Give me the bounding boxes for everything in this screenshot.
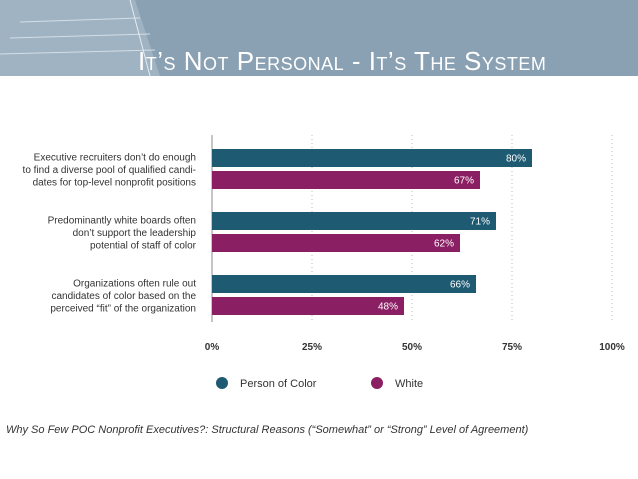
bar xyxy=(212,212,496,230)
data-label: 71% xyxy=(470,217,490,228)
bar xyxy=(212,149,532,167)
chart-caption: Why So Few POC Nonprofit Executives?: St… xyxy=(6,424,529,436)
x-tick-label: 75% xyxy=(502,342,522,353)
bar xyxy=(212,234,460,252)
header-stripe xyxy=(0,49,156,55)
data-label: 48% xyxy=(378,302,398,313)
category-label: potential of staff of color xyxy=(90,241,197,252)
legend-swatch xyxy=(216,377,228,389)
bar xyxy=(212,297,404,315)
category-label: candidates of color based on the xyxy=(51,291,196,302)
category-label: Organizations often rule out xyxy=(73,279,196,290)
x-tick-label: 100% xyxy=(599,342,625,353)
legend-label: White xyxy=(395,378,423,390)
page-title: It’s Not Personal - It’s The System xyxy=(138,46,547,76)
header-decoration xyxy=(0,0,160,76)
x-tick-label: 0% xyxy=(205,342,220,353)
legend-swatch xyxy=(371,377,383,389)
header-band: It’s Not Personal - It’s The System xyxy=(0,0,638,76)
header-stripe xyxy=(129,0,151,76)
bar xyxy=(212,171,480,189)
data-label: 66% xyxy=(450,280,470,291)
category-label: to find a diverse pool of qualified cand… xyxy=(23,165,196,176)
data-label: 67% xyxy=(454,176,474,187)
category-label: don’t support the leadership xyxy=(73,228,197,239)
data-label: 62% xyxy=(434,239,454,250)
legend-label: Person of Color xyxy=(240,378,317,390)
x-tick-label: 50% xyxy=(402,342,422,353)
category-label: perceived “fit” of the organization xyxy=(50,304,196,315)
header-stripe xyxy=(19,17,141,23)
x-tick-label: 25% xyxy=(302,342,322,353)
category-label: Executive recruiters don’t do enough xyxy=(34,153,196,164)
header-stripe xyxy=(9,33,151,39)
bar xyxy=(212,275,476,293)
bar-chart: 0% 25% 50% 75% 100% Executive recruiters don’… xyxy=(23,135,625,390)
category-label: Predominantly white boards often xyxy=(48,216,196,227)
data-label: 80% xyxy=(506,154,526,165)
category-label: dates for top-level nonprofit positions xyxy=(33,178,196,189)
